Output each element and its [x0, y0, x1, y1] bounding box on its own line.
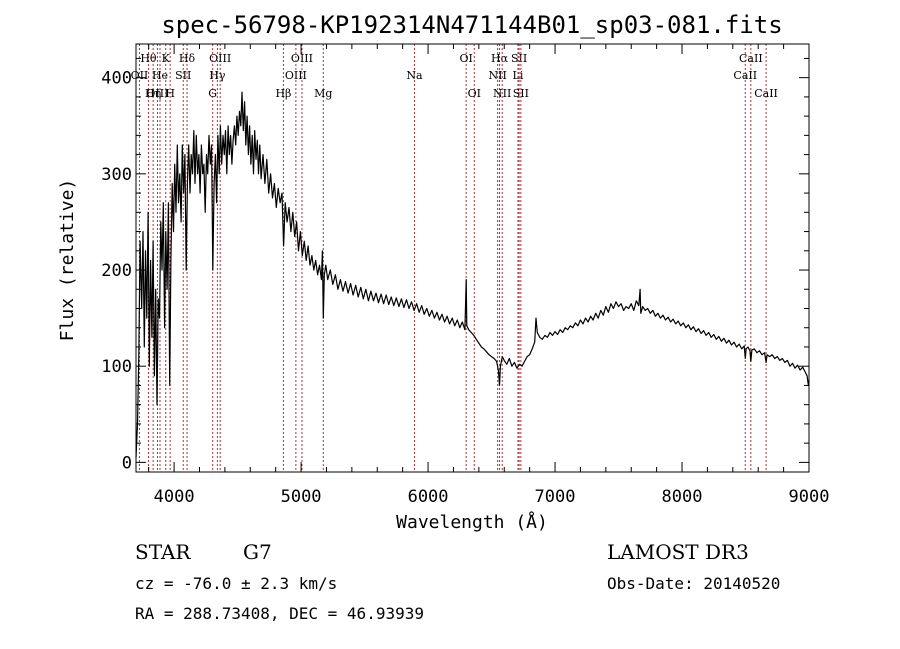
x-tick-label: 9000: [789, 487, 830, 507]
x-tick-label: 5000: [281, 487, 322, 507]
spectral-line-label: G: [208, 87, 217, 100]
y-tick-label: 0: [122, 453, 132, 473]
object-subclass: G7: [243, 540, 272, 564]
spectral-line-label: Hθ: [140, 52, 157, 65]
spectral-line-label: Mg: [314, 87, 332, 100]
spectral-line-label: NII: [488, 69, 506, 82]
spectral-line-label: Hα: [491, 52, 509, 65]
object-class: STAR: [135, 540, 191, 564]
spectral-line-label: CaII: [733, 69, 757, 82]
spectral-line-label: SII: [513, 87, 529, 100]
spectral-line-label: Hβ: [275, 87, 291, 100]
spectral-line-label: He: [152, 69, 168, 82]
y-tick-label: 300: [101, 165, 132, 185]
spectrum-chart: spec-56798-KP192314N471144B01_sp03-081.f…: [57, 11, 829, 533]
axes-layer: 4000 5000 6000 7000 8000 9000 0 100 200 300 400: [101, 44, 829, 507]
y-axis-label: Flux (relative): [57, 179, 78, 342]
spectral-line-label: H: [165, 87, 175, 100]
spectral-line-label: SII: [511, 52, 527, 65]
y-tick-label: 400: [101, 69, 132, 89]
spectral-line-label: Hγ: [209, 69, 226, 82]
x-tick-label: 6000: [408, 487, 449, 507]
spectral-line-label: OII: [131, 69, 149, 82]
chart-title: spec-56798-KP192314N471144B01_sp03-081.f…: [161, 11, 782, 39]
spectral-line-label: OIII: [291, 52, 313, 65]
coordinates: RA = 288.73408, DEC = 46.93939: [135, 604, 424, 623]
spectral-line-label: CaII: [739, 52, 763, 65]
redshift-velocity: cz = -76.0 ± 2.3 km/s: [135, 574, 338, 593]
spectrum-layer: [135, 91, 810, 458]
x-axis-label: Wavelength (Å): [396, 511, 548, 533]
spectral-line-label: OI: [459, 52, 472, 65]
spectral-line-label: Hη: [145, 87, 161, 100]
plot-frame: [135, 43, 810, 473]
spectral-line-label: CaII: [754, 87, 778, 100]
spectral-line-label: Na: [406, 69, 423, 82]
spectral-line-label: Hδ: [179, 52, 196, 65]
spectral-line-label: NII: [493, 87, 511, 100]
spectral-lines-layer: Hθ OII OIII He Hη K H Hδ SII OIII Hγ G Hβ OIII OIII Mg N…: [131, 44, 778, 472]
spectral-line-label: OI: [468, 87, 481, 100]
spectral-line-label: SII: [175, 69, 191, 82]
spectral-line-label: OIII: [285, 69, 307, 82]
x-tick-label: 4000: [154, 487, 195, 507]
x-tick-label: 8000: [662, 487, 703, 507]
spectral-line-label: Li: [513, 69, 524, 82]
survey-name: LAMOST DR3: [607, 540, 749, 564]
spectral-line-label: K: [162, 52, 171, 65]
y-tick-label: 200: [101, 261, 132, 281]
observation-date: Obs-Date: 20140520: [607, 574, 781, 593]
spectral-line-label: OIII: [209, 52, 231, 65]
spectral-line-label: OIII: [146, 87, 168, 100]
x-tick-label: 7000: [535, 487, 576, 507]
spectrum-line: [135, 91, 810, 458]
y-tick-label: 100: [101, 357, 132, 377]
